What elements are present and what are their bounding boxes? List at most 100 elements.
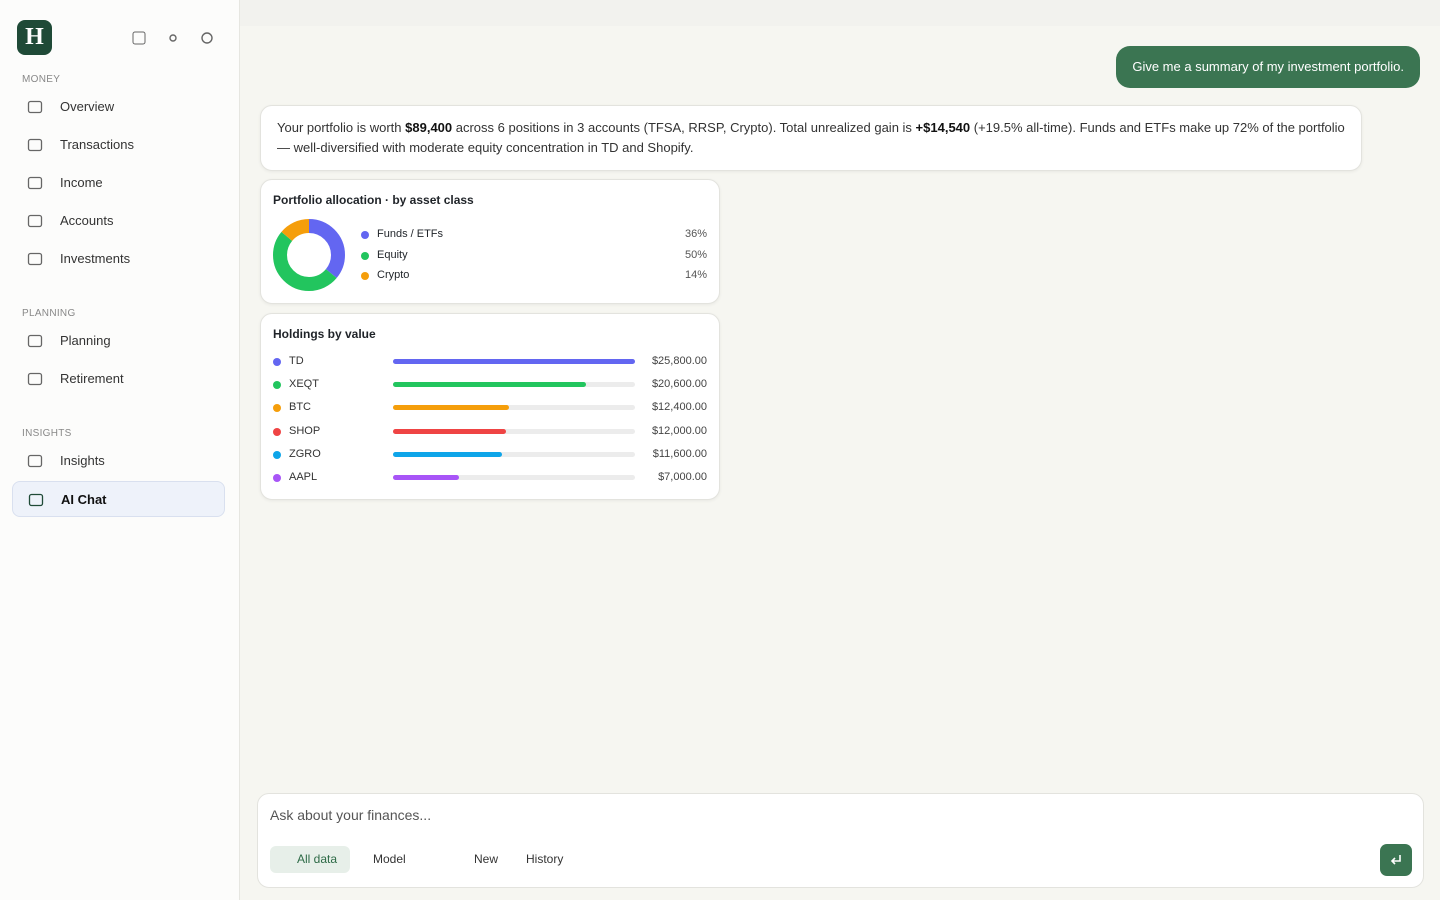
nav-item[interactable]: Retirement xyxy=(12,361,225,397)
message-text: $89,400 xyxy=(405,120,453,135)
bar-track xyxy=(393,405,635,411)
nav-item[interactable]: Income xyxy=(12,165,225,201)
send-icon xyxy=(1390,855,1401,865)
nav-label: AI Chat xyxy=(61,492,107,507)
bar-label: TD xyxy=(289,355,304,367)
bar-value: $11,600.00 xyxy=(652,447,707,460)
composer-button[interactable]: All data xyxy=(270,846,350,873)
composer: Ask about your finances... All data Model N… xyxy=(257,793,1424,888)
nav-icon xyxy=(28,493,44,507)
nav-item[interactable]: Overview xyxy=(12,89,225,125)
icon-shape xyxy=(201,32,213,44)
chat-input[interactable]: Ask about your finances... xyxy=(270,807,432,823)
donut-segment xyxy=(273,219,345,291)
icon-shape xyxy=(27,372,43,386)
composer-button[interactable]: New xyxy=(446,846,498,873)
bar-label: SHOP xyxy=(289,424,321,437)
nav-heading: PLANNING xyxy=(22,308,76,319)
nav-heading: MONEY xyxy=(22,74,61,85)
legend-value: 50% xyxy=(684,248,707,261)
nav-label: Transactions xyxy=(60,137,134,152)
nav-label: Accounts xyxy=(60,213,114,228)
composer-button[interactable]: History xyxy=(512,846,574,873)
bar-track xyxy=(393,428,635,434)
icon-shape xyxy=(27,334,43,348)
legend-label: Equity xyxy=(377,248,408,261)
legend-dot xyxy=(361,231,369,239)
bar-label: ZGRO xyxy=(289,447,321,460)
bar-dot xyxy=(273,381,281,390)
chart-card: Portfolio allocation · by asset class Fun… xyxy=(260,179,720,304)
legend-dot xyxy=(361,251,369,260)
nav-item[interactable]: Insights xyxy=(12,443,225,479)
nav-icon xyxy=(27,334,43,348)
toolbar-icon[interactable] xyxy=(165,30,181,46)
top-strip xyxy=(240,0,1440,26)
chart-title: Portfolio allocation · by asset class xyxy=(273,193,474,207)
legend-label: Funds / ETFs xyxy=(377,228,444,240)
toolbar-icon[interactable] xyxy=(131,30,147,46)
button-label: New xyxy=(474,852,499,866)
nav-label: Planning xyxy=(60,333,111,348)
bar-value: $25,800.00 xyxy=(651,355,707,367)
nav-item[interactable]: Investments xyxy=(12,241,225,277)
bar-label: BTC xyxy=(289,401,311,414)
icon-shape xyxy=(132,31,146,45)
icon-shape xyxy=(27,138,43,152)
legend-value: 14% xyxy=(684,269,707,281)
logo: H xyxy=(17,20,52,55)
icon-shape xyxy=(27,176,43,190)
bar-dot xyxy=(273,474,281,482)
icon-shape xyxy=(27,454,43,468)
icon-shape xyxy=(1390,855,1401,865)
sidebar: H MONEY Overview Transactions Income Accounts… xyxy=(0,0,240,900)
nav-item[interactable]: Planning xyxy=(12,323,225,359)
icon-shape xyxy=(27,252,43,266)
user-message: Give me a summary of my investment portf… xyxy=(1116,46,1420,88)
bar-track xyxy=(393,475,635,480)
bar xyxy=(393,475,459,480)
button-label: Model xyxy=(373,852,406,866)
assistant-message: Your portfolio is worth $89,400 across 6… xyxy=(260,105,1362,171)
bar-label: XEQT xyxy=(289,378,319,391)
nav-icon xyxy=(27,176,43,190)
nav-icon xyxy=(27,372,43,386)
nav-item[interactable]: Transactions xyxy=(12,127,225,163)
bar xyxy=(393,359,635,364)
composer-button[interactable]: Model xyxy=(366,846,426,873)
nav-heading: INSIGHTS xyxy=(22,428,72,439)
send-button[interactable] xyxy=(1380,844,1412,876)
chart-title: Holdings by value xyxy=(273,327,376,341)
bar-dot xyxy=(273,450,281,459)
icon-shape xyxy=(28,493,44,507)
nav-icon xyxy=(27,252,43,266)
donut xyxy=(273,219,345,291)
chart-card: Holdings by value TD $25,800.00 XEQT $20,600… xyxy=(260,313,720,500)
message-text: (+19.5% all-time). Funds and ETFs make u… xyxy=(277,120,1345,155)
legend-dot xyxy=(361,272,369,280)
nav-label: Insights xyxy=(60,453,105,468)
icon-shape xyxy=(27,100,43,114)
icon-shape xyxy=(27,214,43,228)
bar xyxy=(393,428,506,434)
bar xyxy=(393,382,587,388)
nav-item[interactable]: AI Chat xyxy=(12,481,225,517)
message-text: +$14,540 xyxy=(915,120,971,135)
toolbar-icon[interactable] xyxy=(199,30,215,46)
donut-segment xyxy=(273,219,345,291)
bar-dot xyxy=(273,427,281,436)
nav-icon xyxy=(27,454,43,468)
nav-item[interactable]: Accounts xyxy=(12,203,225,239)
bar-label: AAPL xyxy=(289,471,318,483)
button-label: History xyxy=(526,852,564,866)
legend-value: 36% xyxy=(684,228,707,240)
nav-label: Overview xyxy=(60,99,115,114)
message-text: across 6 positions in 3 accounts (TFSA, … xyxy=(452,120,916,135)
bar-value: $20,600.00 xyxy=(651,378,707,391)
nav-label: Retirement xyxy=(60,371,124,386)
message-text: Your portfolio is worth xyxy=(277,120,406,135)
bar-value: $12,000.00 xyxy=(651,424,707,437)
bar-track xyxy=(393,451,635,457)
main: Give me a summary of my investment portf… xyxy=(240,0,1440,900)
